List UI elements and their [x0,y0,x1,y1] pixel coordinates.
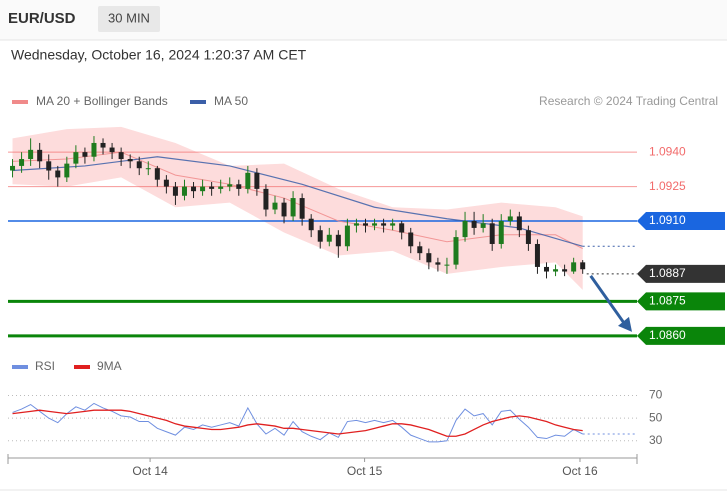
candle-body [308,218,314,231]
candle-body [46,161,52,171]
candle-body [462,221,468,238]
legend-label: MA 20 + Bollinger Bands [36,94,168,108]
rsi-line [12,402,583,443]
candle-body [218,186,224,189]
candle-body [471,221,477,228]
candle-body [272,202,278,210]
forecast-arrowhead [618,316,632,332]
last-price-label: 1.0887 [649,266,686,280]
candle-body [498,221,504,244]
level-label: 1.0925 [649,179,686,193]
candle-body [480,223,486,228]
price-tag [637,326,725,345]
candle-body [353,223,359,226]
x-tick-label: Oct 15 [347,464,383,478]
candle-body [417,246,423,254]
price-tag [637,212,725,231]
candle-body [299,198,305,219]
y-tick-label: 50 [649,410,663,424]
candle-body [154,168,160,180]
candle-body [136,161,142,169]
candle-body [571,262,577,272]
candle-body [507,216,513,222]
candle-body [453,237,459,265]
candle-body [55,170,61,178]
candle-body [525,230,531,244]
candle-body [335,234,341,247]
candle-body [580,262,586,270]
x-tick-label: Oct 14 [132,464,168,478]
candle-body [172,186,178,196]
candle-body [326,234,332,242]
price-tag [637,292,725,311]
timestamp: Wednesday, October 16, 2024 1:20:37 AM C… [11,47,307,63]
level-label: 1.0875 [649,294,686,308]
candle-body [534,243,540,267]
candle-body [191,186,197,192]
candle-body [100,142,106,148]
candle-body [227,184,233,187]
candle-body [362,223,368,226]
rsi-line [12,409,583,437]
level-label: 1.0910 [649,213,686,227]
y-tick-label: 70 [649,388,663,402]
candle-body [145,168,151,170]
symbol: EUR/USD [8,10,76,27]
candle-body [553,269,559,272]
candle-body [399,223,405,233]
interval: 30 MIN [108,10,150,25]
ma-line [12,156,583,247]
interval-box [98,6,160,32]
candle-body [444,264,450,266]
candle-body [91,142,97,157]
candle-body [543,266,549,272]
bollinger-band [12,126,583,290]
candle-body [118,152,124,160]
candle-body [408,232,414,247]
candle-body [28,149,34,160]
legend-label: RSI [35,359,55,373]
candle-body [390,223,396,226]
candle-body [109,147,115,153]
candle-body [263,188,269,210]
candle-body [37,149,43,162]
candle-body [236,184,242,189]
legend-label: MA 50 [214,94,248,108]
credit: Research © 2024 Trading Central [539,94,718,108]
candle-body [82,152,88,157]
price-tag [637,264,725,283]
forecast-arrow [589,274,628,327]
candle-body [127,159,133,162]
candle-body [163,179,169,187]
candle-body [372,223,378,226]
candle-body [435,262,441,265]
candle-body [344,225,350,247]
x-tick-label: Oct 16 [562,464,598,478]
candle-body [516,216,522,231]
candle-body [19,159,25,166]
candle-body [489,223,495,244]
candle-body [254,172,260,189]
legend-label: 9MA [97,359,122,373]
level-label: 1.0940 [649,144,686,158]
candle-body [290,198,296,217]
candle-body [426,253,432,263]
candle-body [562,269,568,272]
candle-body [209,186,215,189]
candle-body [281,202,287,217]
candle-body [73,152,79,164]
candle-body [200,186,206,192]
candle-body [64,163,70,178]
candle-body [317,230,323,242]
candle-body [181,186,187,196]
candle-body [381,223,387,226]
candle-body [245,172,251,189]
candle-body [10,165,16,171]
y-tick-label: 30 [649,433,663,447]
level-label: 1.0860 [649,328,686,342]
